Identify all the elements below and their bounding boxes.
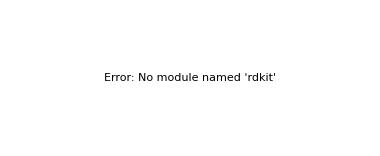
Text: Error: No module named 'rdkit': Error: No module named 'rdkit' [104, 73, 276, 83]
